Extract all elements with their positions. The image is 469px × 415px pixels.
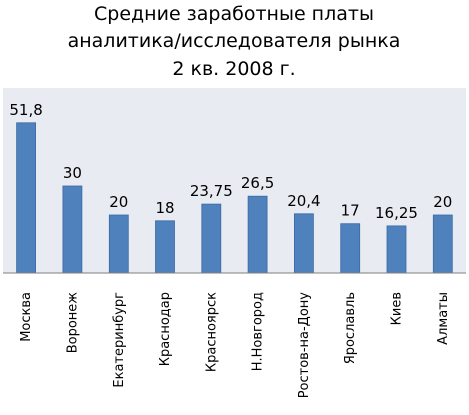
bar-2	[62, 185, 83, 274]
data-label-1: 51,8	[9, 101, 42, 119]
data-label-6: 26,5	[241, 174, 274, 192]
data-label-3: 20	[109, 193, 128, 211]
data-labels: 51,8 30 20 18 23,75 26,5 20,4 17 16,25 20	[9, 101, 452, 222]
data-label-8: 17	[341, 202, 360, 220]
data-label-2: 30	[63, 164, 82, 182]
data-label-5: 23,75	[190, 182, 233, 200]
bar-1	[16, 122, 37, 274]
bar-4	[155, 220, 175, 274]
category-label-4: Краснодар	[158, 292, 173, 366]
bar-8	[340, 223, 361, 274]
chart-title-line-2: аналитика/исследователя рынка	[68, 30, 401, 52]
category-label-9: Киев	[390, 292, 405, 325]
chart-title-line-3: 2 кв. 2008 г.	[172, 58, 295, 80]
chart-title-line-1: Средние заработные платы	[94, 3, 374, 25]
category-label-1: Москва	[19, 292, 34, 342]
bar-series	[16, 122, 453, 274]
category-label-8: Ярославль	[343, 292, 358, 364]
data-label-7: 20,4	[287, 192, 320, 210]
category-axis-labels: Москва Воронеж Екатеринбург Краснодар Красно…	[19, 292, 451, 399]
data-label-9: 16,25	[375, 204, 418, 222]
category-label-2: Воронеж	[65, 292, 80, 354]
category-label-10: Алматы	[436, 292, 451, 345]
category-label-6: Н.Новгород	[251, 292, 266, 371]
bar-3	[108, 214, 129, 274]
category-label-7: Ростов-на-Дону	[297, 292, 312, 399]
bar-6	[247, 195, 268, 274]
bar-10	[432, 214, 453, 274]
bar-5	[201, 203, 222, 274]
data-label-10: 20	[433, 193, 452, 211]
category-label-5: Красноярск	[204, 292, 219, 372]
bar-9	[386, 225, 407, 274]
bar-7	[293, 213, 314, 274]
data-label-4: 18	[155, 199, 174, 217]
category-label-3: Екатеринбург	[112, 292, 127, 388]
